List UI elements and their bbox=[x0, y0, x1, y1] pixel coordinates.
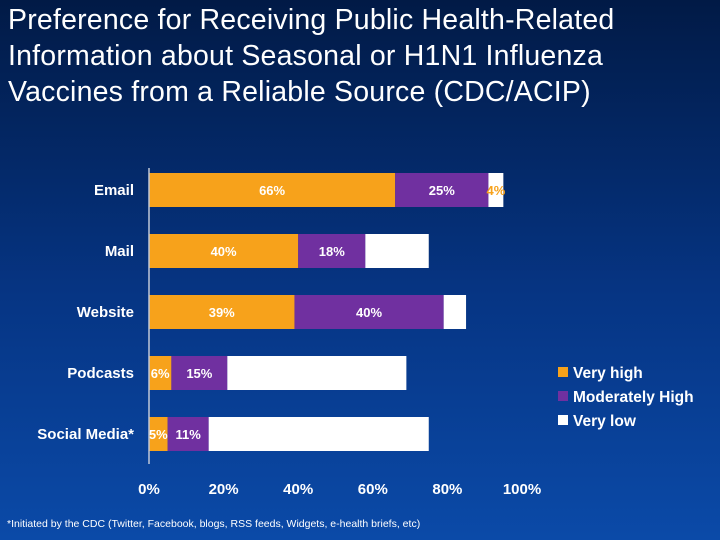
bar-segment bbox=[294, 295, 444, 329]
bar-segment bbox=[395, 173, 489, 207]
bar-segment bbox=[149, 234, 299, 268]
x-tick-label: 60% bbox=[358, 481, 388, 498]
footnote: *Initiated by the CDC (Twitter, Facebook… bbox=[7, 518, 421, 530]
category-label: Podcasts bbox=[67, 365, 134, 382]
data-label: 25% bbox=[429, 183, 455, 198]
x-tick-label: 80% bbox=[432, 481, 462, 498]
bar-segment bbox=[488, 173, 504, 207]
bar-segment bbox=[443, 295, 467, 329]
bar-segment bbox=[149, 417, 168, 451]
legend-swatch bbox=[558, 367, 568, 377]
x-tick-label: 0% bbox=[138, 481, 160, 498]
data-label: 40% bbox=[211, 244, 237, 259]
bar-segment bbox=[365, 234, 429, 268]
bar-segment bbox=[149, 173, 396, 207]
category-label: Website bbox=[77, 304, 134, 321]
bar-segment bbox=[208, 417, 429, 451]
data-label: 15% bbox=[186, 366, 212, 381]
category-label: Mail bbox=[105, 243, 134, 260]
bar-segment bbox=[171, 356, 228, 390]
legend-swatch bbox=[558, 415, 568, 425]
data-label: 4% bbox=[486, 183, 505, 198]
x-tick-label: 100% bbox=[503, 481, 541, 498]
bar-segment bbox=[149, 295, 295, 329]
x-tick-label: 40% bbox=[283, 481, 313, 498]
bar-segment bbox=[149, 356, 172, 390]
chart-title: Preference for Receiving Public Health-R… bbox=[8, 4, 615, 108]
legend-entry: Very low bbox=[573, 413, 637, 430]
legend-entry: Very high bbox=[573, 365, 643, 382]
bar-segment bbox=[298, 234, 366, 268]
data-label: 40% bbox=[356, 305, 382, 320]
category-label: Social Media* bbox=[37, 426, 134, 443]
data-label: 5% bbox=[149, 427, 168, 442]
data-label: 39% bbox=[209, 305, 235, 320]
data-label: 18% bbox=[319, 244, 345, 259]
category-label: Email bbox=[94, 182, 134, 199]
legend-swatch bbox=[558, 391, 568, 401]
bar-segment bbox=[227, 356, 407, 390]
data-label: 66% bbox=[259, 183, 285, 198]
bar-segment bbox=[167, 417, 209, 451]
data-label: 11% bbox=[176, 427, 202, 442]
legend-entry: Moderately High bbox=[573, 389, 694, 406]
x-tick-label: 20% bbox=[209, 481, 239, 498]
data-label: 6% bbox=[151, 366, 170, 381]
